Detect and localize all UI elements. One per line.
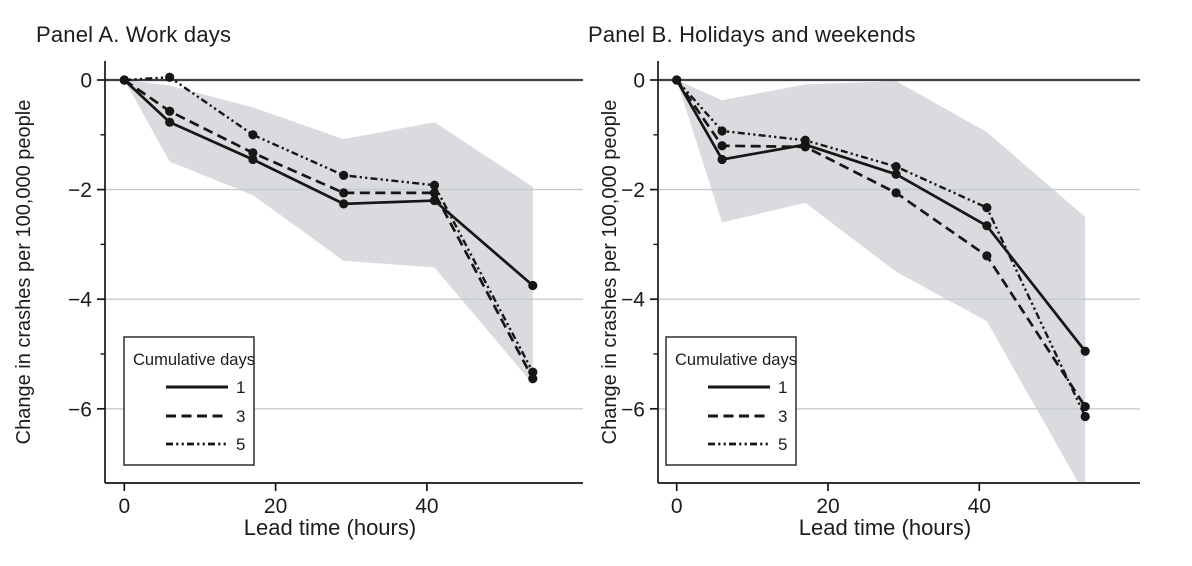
data-point-marker	[339, 170, 349, 180]
x-axis-title: Lead time (hours)	[799, 515, 971, 540]
legend: Cumulative days 1 3 5	[123, 336, 255, 466]
data-point-marker	[248, 130, 258, 140]
series-line-days-3	[123, 78, 535, 380]
x-axis-title: Lead time (hours)	[244, 515, 416, 540]
data-point-marker	[891, 169, 901, 179]
y-tick-label: −2	[68, 179, 92, 202]
legend-entry-label: 3	[778, 407, 787, 426]
confidence-band	[124, 80, 533, 385]
data-point-marker	[717, 154, 727, 165]
x-tick-label: 20	[264, 495, 287, 518]
data-point-marker	[982, 203, 992, 213]
data-point-marker	[339, 188, 349, 198]
series-markers-days-5	[672, 75, 1090, 422]
x-tick-label: 20	[816, 495, 839, 518]
panel-b-title: Panel B. Holidays and weekends	[588, 22, 916, 47]
panel-a-title: Panel A. Work days	[36, 22, 232, 47]
data-point-marker	[165, 117, 175, 127]
series-line-days-1	[123, 79, 534, 287]
y-tick-label: −2	[621, 179, 645, 202]
data-point-marker	[891, 161, 901, 172]
x-tick-label: 0	[118, 495, 130, 518]
data-point-marker	[717, 126, 727, 136]
data-point-marker	[248, 148, 258, 158]
x-ticks: 0 20 40	[671, 483, 991, 518]
y-axis-title: Change in crashes per 100,000 people	[599, 100, 621, 445]
legend-entry-label: 5	[778, 435, 787, 454]
y-tick-label: −6	[621, 398, 645, 421]
y-tick-label: −6	[68, 398, 92, 421]
legend-entry-label: 1	[778, 378, 787, 397]
data-point-marker	[528, 367, 538, 377]
series-line-days-3	[675, 79, 1087, 408]
data-point-marker	[339, 199, 349, 209]
data-point-marker	[1080, 346, 1090, 356]
y-axis-title: Change in crashes per 100,000 people	[13, 100, 35, 445]
confidence-band	[676, 80, 1086, 482]
data-point-marker	[528, 280, 538, 291]
data-point-marker	[800, 135, 810, 145]
legend-title: Cumulative days	[675, 351, 797, 369]
data-point-marker	[165, 72, 175, 82]
data-point-marker	[165, 106, 175, 116]
y-tick-label: −4	[68, 289, 92, 312]
data-point-marker	[717, 141, 727, 151]
x-tick-label: 40	[415, 495, 438, 518]
x-ticks: 0 20 40	[118, 483, 439, 518]
series-line-days-5	[675, 79, 1087, 417]
series-line-days-5	[124, 76, 534, 373]
y-tick-label: 0	[80, 70, 92, 93]
legend-entry-label: 1	[236, 378, 245, 397]
x-tick-label: 40	[968, 495, 991, 518]
data-point-marker	[982, 251, 992, 261]
data-point-marker	[1080, 411, 1090, 422]
legend-entry-label: 5	[236, 435, 245, 454]
series-line-days-1	[675, 79, 1087, 353]
data-point-marker	[248, 154, 258, 165]
data-point-marker	[429, 188, 440, 198]
y-ticks: 0 −2 −4 −6	[621, 70, 658, 421]
y-tick-label: −4	[621, 289, 645, 312]
series-markers-days-5	[119, 72, 538, 377]
data-point-marker	[528, 374, 538, 384]
legend-entry-label: 3	[236, 407, 245, 426]
data-point-marker	[982, 221, 992, 231]
data-point-marker	[800, 142, 810, 152]
data-point-marker	[672, 75, 682, 85]
legend: Cumulative days 1 3 5	[665, 336, 797, 466]
y-tick-label: 0	[633, 70, 645, 93]
data-point-marker	[119, 75, 129, 85]
y-ticks: 0 −2 −4 −6	[68, 70, 105, 421]
data-point-marker	[891, 188, 901, 198]
x-tick-label: 0	[671, 495, 683, 518]
data-point-marker	[429, 180, 440, 190]
legend-title: Cumulative days	[133, 351, 255, 369]
